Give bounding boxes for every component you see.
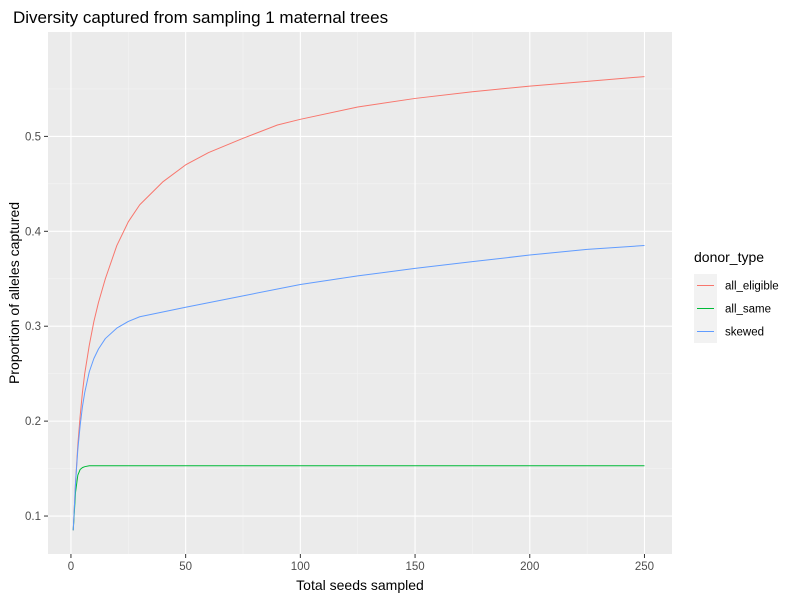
- axis-ticks: [44, 135, 645, 558]
- x-tick-label: 150: [405, 561, 424, 573]
- series-group: [72, 76, 645, 531]
- x-tick-label: 50: [179, 561, 192, 573]
- legend-label-all-same: all_same: [725, 304, 771, 316]
- y-axis-title: Proportion of alleles captured: [6, 202, 22, 384]
- legend-label-all-eligible: all_eligible: [725, 281, 779, 293]
- x-tick-label: 250: [635, 561, 654, 573]
- series-line-skewed: [72, 245, 645, 531]
- plot-panel: [48, 32, 672, 554]
- legend-title: donor_type: [694, 249, 764, 265]
- x-tick-label: 100: [291, 561, 310, 573]
- x-tick-label: 0: [68, 561, 74, 573]
- y-tick-label: 0.3: [25, 321, 41, 333]
- series-line-all-eligible: [72, 76, 645, 531]
- tick-labels: 0 50 100 150 200 250 0.1 0.2 0.3 0.4 0.5: [25, 131, 654, 573]
- grid-minor: [48, 32, 672, 554]
- grid-major: [48, 32, 672, 554]
- y-tick-label: 0.4: [25, 226, 42, 238]
- x-tick-label: 200: [520, 561, 539, 573]
- y-tick-label: 0.1: [25, 511, 41, 523]
- y-tick-label: 0.2: [25, 416, 41, 428]
- chart-title: Diversity captured from sampling 1 mater…: [13, 8, 388, 27]
- y-tick-label: 0.5: [25, 131, 41, 143]
- series-line-all-same: [72, 465, 645, 531]
- x-axis-title: Total seeds sampled: [296, 577, 424, 593]
- legend-label-skewed: skewed: [725, 327, 764, 339]
